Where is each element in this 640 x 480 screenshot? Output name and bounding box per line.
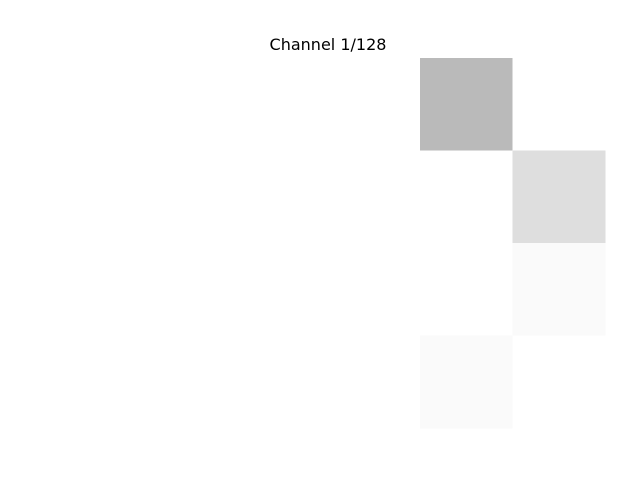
heatmap-cell-r1-c3 xyxy=(512,150,606,244)
heatmap-cell-r2-c3 xyxy=(512,243,606,336)
heatmap-cell-r3-c2 xyxy=(420,335,513,429)
heatmap-cell-r2-c0 xyxy=(235,243,328,336)
heatmap-cell-r3-c1 xyxy=(327,335,421,429)
heatmap-cell-r0-c3 xyxy=(512,58,606,151)
heatmap-cell-r1-c0 xyxy=(235,150,328,244)
heatmap-cell-r3-c3 xyxy=(512,335,606,429)
chart-title: Channel 1/128 xyxy=(270,35,387,54)
heatmap-cell-r2-c2 xyxy=(420,243,513,336)
heatmap-cell-r2-c1 xyxy=(327,243,421,336)
heatmap-cell-r0-c2 xyxy=(420,58,513,151)
heatmap-cell-r0-c0 xyxy=(235,58,328,151)
heatmap-cells xyxy=(235,58,606,429)
heatmap-cell-r1-c2 xyxy=(420,150,513,244)
heatmap-cell-r3-c0 xyxy=(235,335,328,429)
heatmap-cell-r1-c1 xyxy=(327,150,421,244)
heatmap-cell-r0-c1 xyxy=(327,58,421,151)
